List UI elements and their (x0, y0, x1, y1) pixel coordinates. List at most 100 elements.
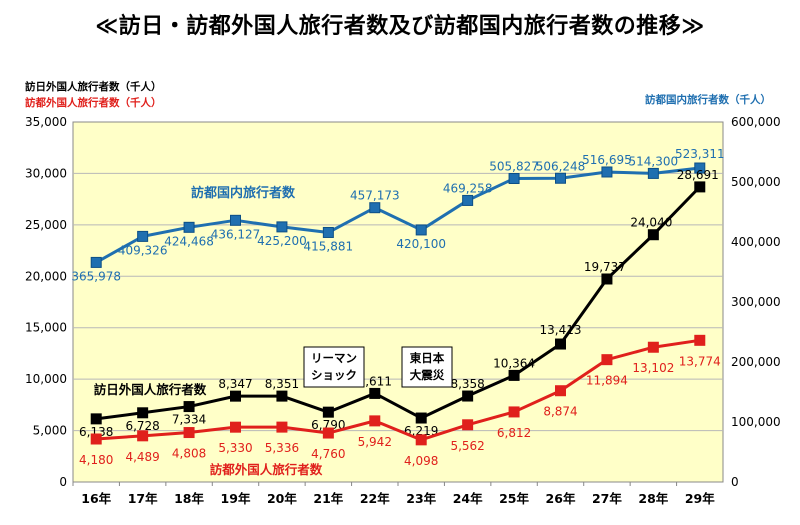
x-tick-label: 25年 (499, 491, 529, 506)
data-label-tokyo-foreign: 13,774 (679, 354, 721, 368)
data-label-domestic: 436,127 (211, 227, 261, 241)
data-point-tokyo-foreign (230, 421, 241, 433)
annotation-lehman-text: リーマン (311, 351, 357, 365)
x-tick-label: 16年 (81, 491, 111, 506)
annotation-quake-box (401, 346, 453, 388)
data-point-tokyo-foreign (415, 434, 427, 446)
data-point-tokyo-foreign (601, 354, 613, 366)
left-tick-label: 25,000 (25, 218, 67, 232)
data-label-domestic: 523,311 (675, 147, 725, 161)
data-point-tokyo-foreign (555, 385, 566, 397)
x-tick-label: 17年 (128, 491, 158, 506)
left-tick-label: 30,000 (25, 166, 67, 180)
data-point-japan (415, 412, 427, 424)
data-label-tokyo-foreign: 4,098 (404, 454, 438, 468)
data-label-japan: 19,737 (584, 260, 626, 274)
data-point-tokyo-foreign (694, 334, 706, 346)
data-label-domestic: 516,695 (582, 153, 632, 167)
data-label-japan: 13,413 (540, 323, 582, 337)
series-line-japan (96, 185, 701, 421)
left-tick-label: 15,000 (25, 321, 67, 335)
data-point-japan (694, 181, 706, 193)
x-tick-label: 22年 (360, 491, 390, 506)
data-point-tokyo-foreign (369, 415, 381, 427)
annotation-lehman-text: ショック (311, 368, 357, 382)
data-point-tokyo-foreign (90, 433, 102, 445)
data-point-japan (462, 390, 474, 402)
data-point-domestic (322, 226, 334, 238)
data-label-japan: 6,219 (404, 424, 438, 438)
data-label-tokyo-foreign: 4,760 (311, 447, 345, 461)
annotation-quake-text: 東日本 (410, 351, 445, 365)
x-tick-label: 28年 (638, 491, 668, 506)
left-tick-label: 35,000 (25, 115, 67, 129)
x-tick-label: 26年 (546, 491, 576, 506)
data-label-japan: 6,138 (79, 425, 113, 439)
annotation-lehman-box (303, 346, 365, 388)
data-point-domestic (137, 230, 149, 242)
x-tick-label: 23年 (406, 491, 436, 506)
data-label-japan: 8,351 (265, 377, 299, 391)
left-tick-label: 0 (59, 475, 67, 489)
data-point-japan (601, 273, 613, 285)
x-tick-label: 29年 (685, 491, 715, 506)
data-point-domestic (555, 172, 566, 184)
data-point-domestic (462, 194, 474, 206)
data-label-japan: 6,728 (125, 419, 159, 433)
right-tick-label: 600,000 (731, 115, 781, 129)
series-line-domestic (95, 166, 700, 264)
chart-title: ≪訪日・訪都外国人旅行者数及び訪都国内旅行者数の推移≫ (95, 14, 705, 39)
data-label-domestic: 514,300 (629, 154, 679, 168)
data-label-japan: 24,040 (630, 216, 672, 230)
data-label-japan: 7,334 (172, 413, 206, 427)
data-label-tokyo-foreign: 5,330 (218, 441, 252, 455)
data-label-tokyo-foreign: 4,180 (79, 453, 113, 467)
data-point-tokyo-foreign (462, 419, 474, 431)
data-point-tokyo-foreign (647, 341, 659, 353)
data-point-japan (137, 407, 149, 419)
data-label-domestic: 469,258 (443, 181, 493, 195)
data-label-japan: 8,611 (358, 374, 392, 388)
data-point-domestic (183, 221, 195, 233)
data-point-japan (322, 406, 334, 418)
right-tick-label: 100,000 (731, 415, 781, 429)
data-point-japan (647, 229, 659, 241)
right-tick-label: 200,000 (731, 355, 781, 369)
data-label-tokyo-foreign: 5,562 (450, 439, 484, 453)
data-label-japan: 8,358 (450, 377, 484, 391)
data-point-japan (230, 390, 241, 402)
data-point-domestic (601, 166, 613, 178)
data-label-tokyo-foreign: 11,894 (586, 374, 628, 388)
data-point-domestic (90, 256, 102, 268)
right-tick-label: 300,000 (731, 295, 781, 309)
data-point-domestic (415, 224, 427, 236)
data-point-tokyo-foreign (322, 427, 334, 439)
data-point-tokyo-foreign (276, 421, 288, 433)
right-tick-label: 500,000 (731, 175, 781, 189)
left-axis-caption-tokyo-foreign: 訪都外国人旅行者数（千人） (25, 97, 162, 109)
x-tick-label: 24年 (453, 491, 483, 506)
data-label-domestic: 505,827 (489, 160, 539, 174)
series-line-tokyo-foreign (96, 338, 701, 442)
data-point-domestic (230, 214, 241, 226)
x-tick-label: 21年 (313, 491, 343, 506)
data-label-domestic: 365,978 (71, 269, 121, 283)
series-name-tokyo-foreign: 訪都外国人旅行者数 (210, 462, 323, 477)
plot-area (72, 121, 724, 483)
data-point-japan (508, 369, 520, 381)
x-tick-label: 19年 (221, 491, 251, 506)
data-label-domestic: 425,200 (257, 234, 307, 248)
data-label-domestic: 457,173 (350, 189, 400, 203)
right-tick-label: 0 (731, 475, 739, 489)
data-point-tokyo-foreign (508, 406, 520, 418)
data-label-japan: 8,347 (218, 377, 252, 391)
data-label-japan: 10,364 (493, 356, 535, 370)
data-label-domestic: 409,326 (118, 243, 168, 257)
data-label-tokyo-foreign: 5,942 (358, 435, 392, 449)
left-axis-caption-japan: 訪日外国人旅行者数（千人） (25, 81, 162, 93)
annotation-quake-text: 大震災 (410, 368, 445, 382)
left-tick-label: 5,000 (33, 424, 67, 438)
data-label-domestic: 506,248 (536, 159, 586, 173)
x-tick-label: 20年 (267, 491, 297, 506)
